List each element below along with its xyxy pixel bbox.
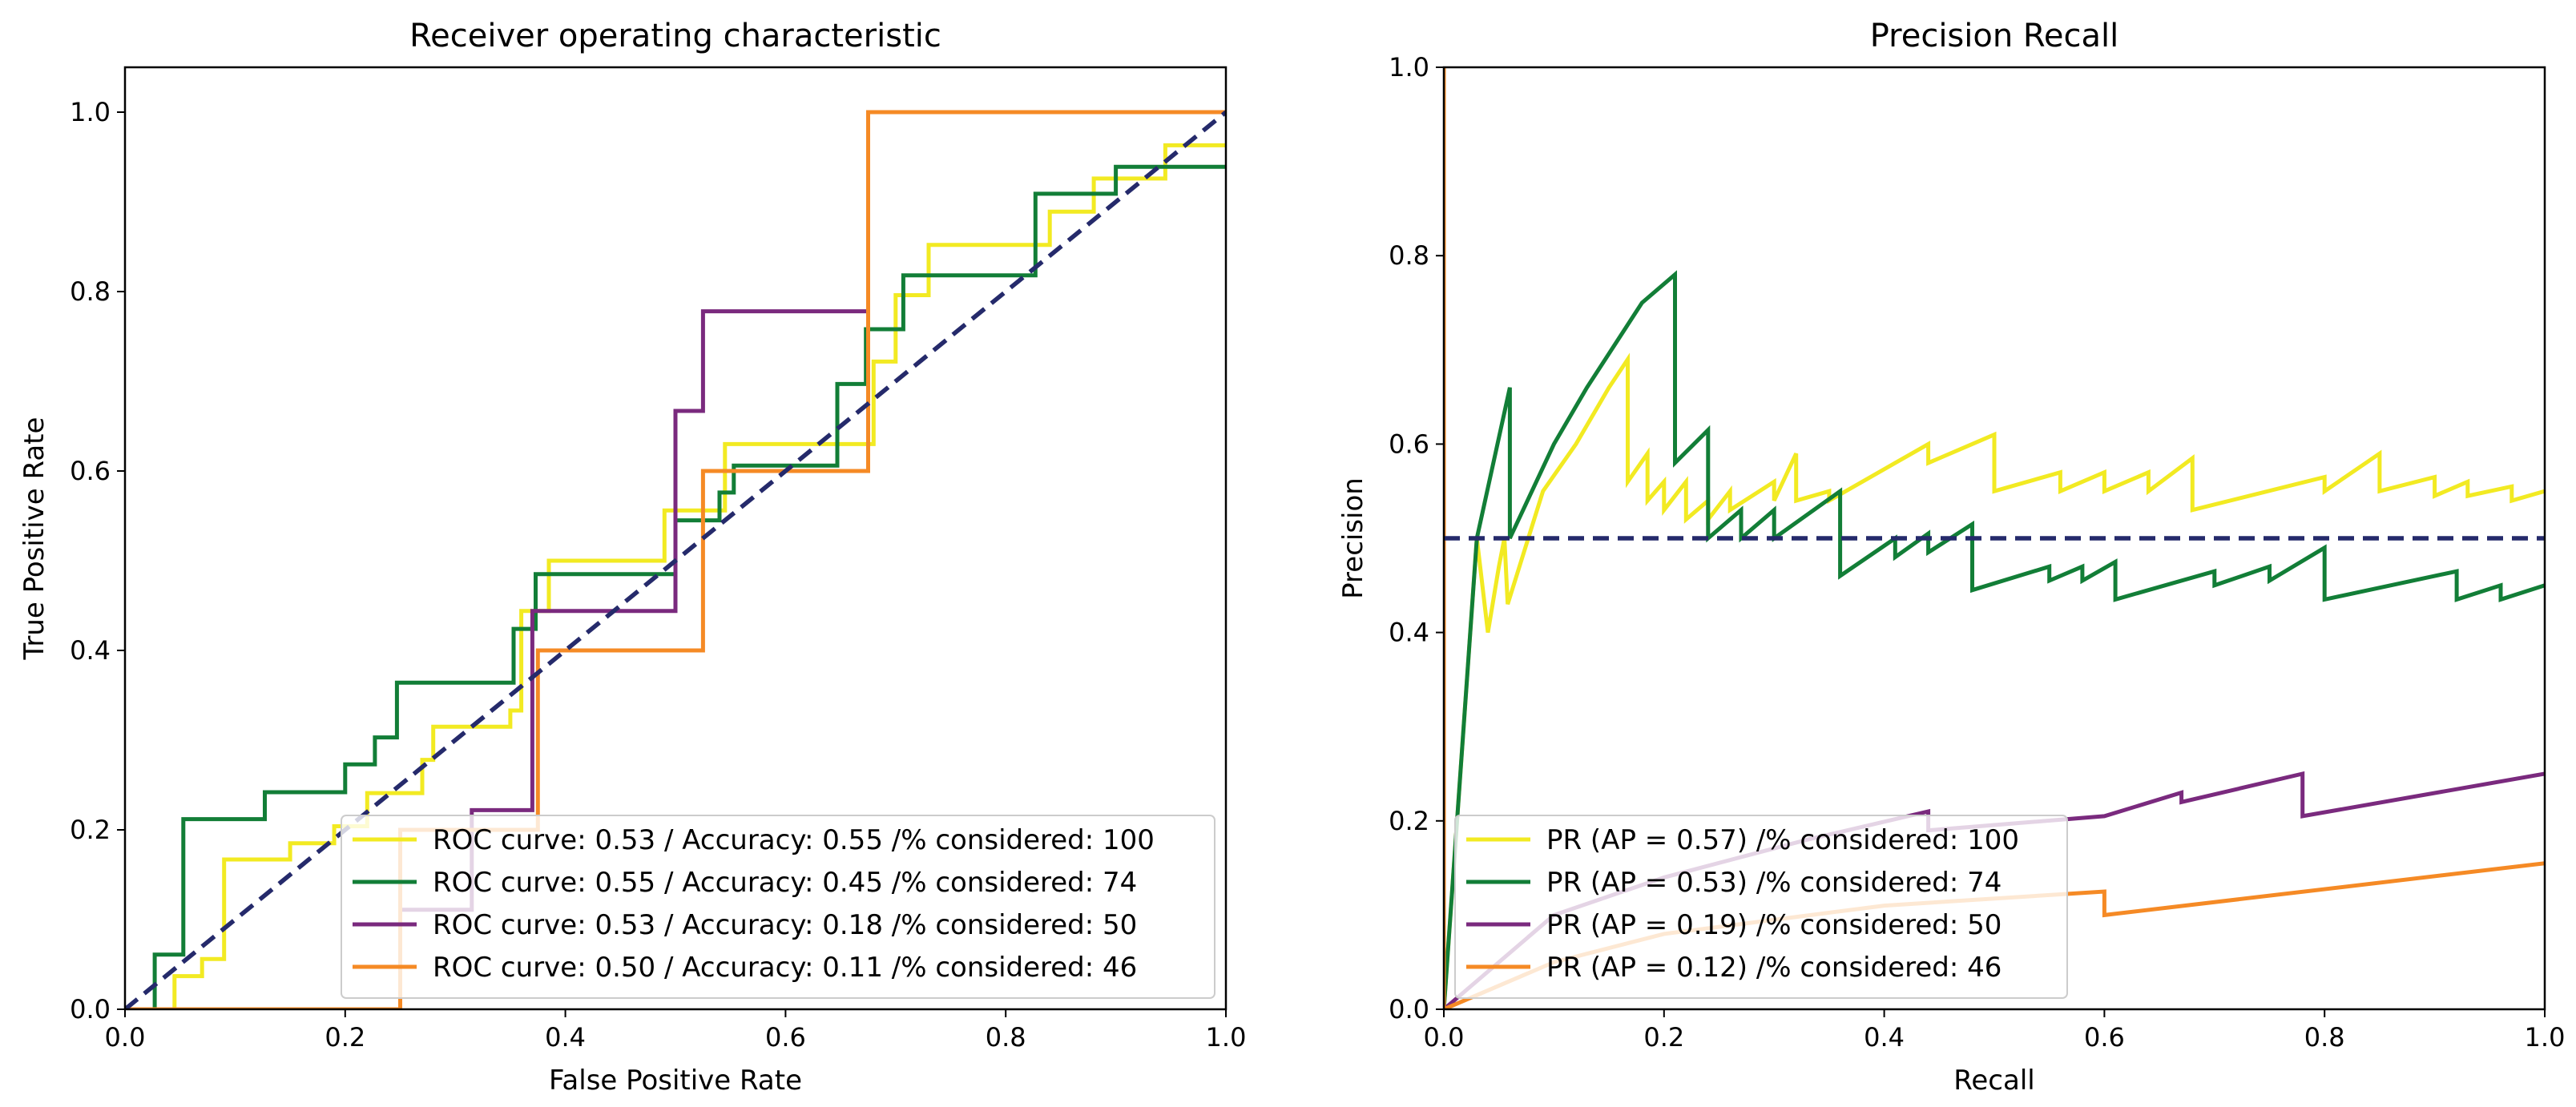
- roc-ytick-label: 1.0: [70, 97, 111, 127]
- pr-title: Precision Recall: [1870, 18, 2119, 54]
- roc-legend-label: ROC curve: 0.53 / Accuracy: 0.55 /% cons…: [433, 824, 1155, 856]
- roc-legend-label: ROC curve: 0.50 / Accuracy: 0.11 /% cons…: [433, 952, 1137, 984]
- roc-axes-frame: [123, 66, 1228, 1011]
- pr-xtick-label: 0.0: [1424, 1022, 1465, 1053]
- pr-xtick-label: 0.6: [2084, 1022, 2125, 1053]
- roc-ytick-label: 0.2: [70, 815, 111, 845]
- pr-legend-label: PR (AP = 0.12) /% considered: 46: [1546, 952, 2002, 984]
- roc-series-0-line: [125, 143, 1226, 1009]
- roc-series-1-line: [125, 164, 1226, 1009]
- pr-ytick-label: 0.0: [1389, 994, 1429, 1024]
- roc-xtick-label: 0.8: [986, 1022, 1026, 1053]
- pr-ylabel: Precision: [1337, 477, 1369, 599]
- roc-legend-label: ROC curve: 0.53 / Accuracy: 0.18 /% cons…: [433, 909, 1137, 941]
- pr-ytick-label: 0.8: [1389, 240, 1429, 271]
- roc-xtick-label: 0.4: [545, 1022, 586, 1053]
- roc-legend-label: ROC curve: 0.55 / Accuracy: 0.45 /% cons…: [433, 867, 1137, 899]
- pr-ytick-label: 0.4: [1389, 618, 1429, 648]
- roc-ticks: 0.0 0.2 0.4 0.6 0.8 1.0 0.0 0.2 0.4 0.6 0.8 1.0: [70, 97, 1246, 1053]
- pr-ytick-label: 1.0: [1389, 52, 1429, 83]
- pr-xtick-label: 0.4: [1864, 1022, 1905, 1053]
- roc-xtick-label: 0.2: [325, 1022, 365, 1053]
- roc-chart: Receiver operating characteristic 0.0 0.2…: [18, 18, 1246, 1097]
- roc-legend: ROC curve: 0.53 / Accuracy: 0.55 /% cons…: [341, 815, 1215, 999]
- roc-chance-line: [125, 110, 1226, 1009]
- roc-xtick-label: 1.0: [1206, 1022, 1247, 1053]
- roc-xtick-label: 0.0: [105, 1022, 146, 1053]
- roc-xtick-label: 0.6: [765, 1022, 806, 1053]
- pr-axes-frame: [1442, 66, 2546, 1011]
- pr-legend-frame: [1454, 815, 2068, 999]
- roc-ytick-label: 0.4: [70, 635, 111, 666]
- pr-legend-label: PR (AP = 0.57) /% considered: 100: [1546, 824, 2019, 856]
- roc-legend-frame: [341, 815, 1215, 999]
- roc-ylabel: True Positive Rate: [18, 417, 50, 661]
- pr-ytick-label: 0.6: [1389, 429, 1429, 459]
- pr-ticks: 0.0 0.2 0.4 0.6 0.8 1.0 0.0 0.2 0.4 0.6 0.8 1.0: [1389, 52, 2565, 1053]
- pr-legend-label: PR (AP = 0.53) /% considered: 74: [1546, 867, 2002, 899]
- roc-ytick-label: 0.0: [70, 994, 111, 1024]
- pr-series-0-line: [1444, 352, 2545, 1009]
- pr-ytick-label: 0.2: [1389, 806, 1429, 836]
- roc-title: Receiver operating characteristic: [409, 18, 941, 54]
- pr-chart: Precision Recall 0.0 0.2 0.4 0.6 0.8 1.00.00.…: [1337, 18, 2565, 1097]
- roc-ytick-label: 0.8: [70, 276, 111, 307]
- pr-legend: PR (AP = 0.57) /% considered: 100 PR (AP …: [1454, 815, 2068, 999]
- pr-xtick-label: 0.2: [1643, 1022, 1684, 1053]
- roc-xlabel: False Positive Rate: [549, 1065, 802, 1097]
- pr-xtick-label: 1.0: [2525, 1022, 2566, 1053]
- pr-xlabel: Recall: [1953, 1065, 2034, 1097]
- pr-legend-label: PR (AP = 0.19) /% considered: 50: [1546, 909, 2002, 941]
- roc-ytick-label: 0.6: [70, 456, 111, 486]
- pr-xtick-label: 0.8: [2304, 1022, 2345, 1053]
- pr-series-1-line: [1444, 270, 2545, 1009]
